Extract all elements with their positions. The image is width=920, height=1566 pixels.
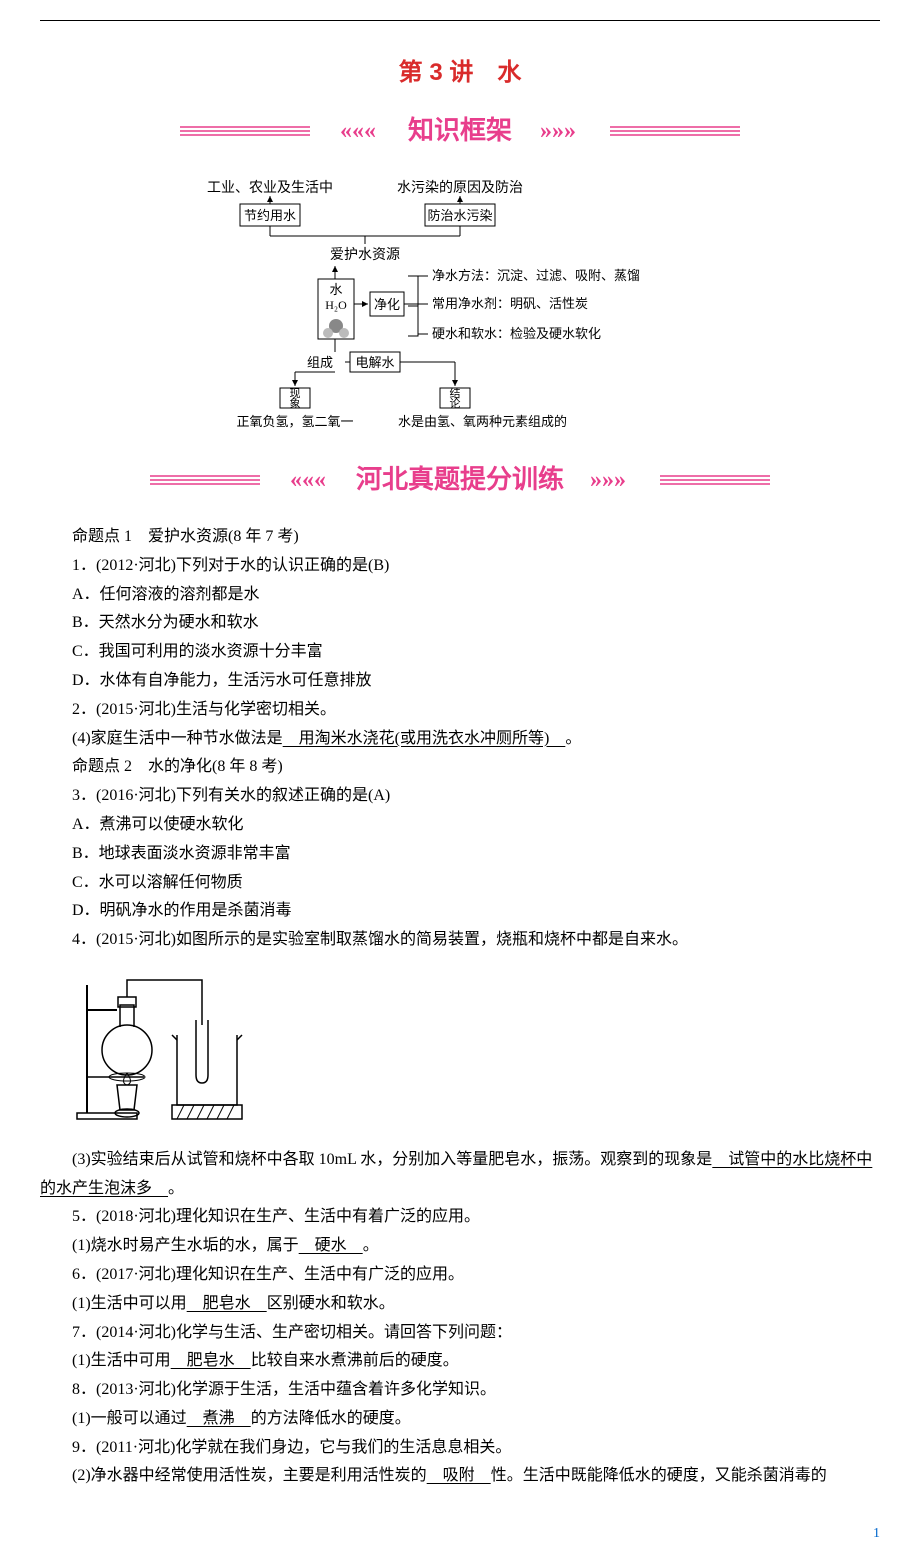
banner-text-1: 知识框架	[408, 116, 512, 145]
line-prefix: (3)实验结束后从试管和烧杯中各取 10mL 水，分别加入等量肥皂水，振荡。观察…	[72, 1151, 712, 1168]
text-line: A．煮沸可以使硬水软化	[40, 811, 880, 840]
answer-text: 煮沸	[187, 1410, 251, 1427]
banner-svg-2: ««« 河北真题提分训练 »»»	[150, 463, 770, 497]
diagram-bottom-right-label: 电解水	[355, 355, 394, 370]
svg-text:«««: «««	[290, 467, 326, 493]
answer-text: 肥皂水	[187, 1295, 267, 1312]
answer-text: 硬水	[299, 1237, 363, 1254]
text-line: (3)实验结束后从试管和烧杯中各取 10mL 水，分别加入等量肥皂水，振荡。观察…	[40, 1146, 880, 1204]
diagram-top-left: 工业、农业及生活中	[207, 180, 333, 196]
diagram-svg: 工业、农业及生活中 水污染的原因及防治 节约用水 防治水污染 爱护水资源 水 H…	[150, 174, 770, 434]
text-line: 命题点 2 水的净化(8 年 8 考)	[40, 753, 880, 782]
text-line: (2)净水器中经常使用活性炭，主要是利用活性炭的 吸附 性。生活中既能降低水的硬…	[40, 1462, 880, 1491]
diagram-top-right: 水污染的原因及防治	[397, 180, 523, 196]
text-line: C．水可以溶解任何物质	[40, 869, 880, 898]
diagram-center-water: 水	[329, 282, 342, 297]
text-line: 6．(2017·河北)理化知识在生产、生活中有广泛的应用。	[40, 1261, 880, 1290]
banner-right-chevron: »»»	[540, 118, 576, 144]
line-suffix: 。	[363, 1237, 379, 1254]
diagram-row2-right: 防治水污染	[427, 208, 492, 223]
line-suffix: 区别硬水和软水。	[267, 1295, 395, 1312]
diagram-purify-1: 净水方法：沉淀、过滤、吸附、蒸馏	[432, 268, 640, 283]
top-rule	[40, 20, 880, 21]
text-line: C．我国可利用的淡水资源十分丰富	[40, 638, 880, 667]
apparatus-svg	[72, 965, 272, 1125]
line-prefix: (1)生活中可用	[72, 1352, 171, 1369]
text-line: (1)烧水时易产生水垢的水，属于 硬水 。	[40, 1232, 880, 1261]
svg-text:»»»: »»»	[590, 467, 626, 493]
apparatus-figure	[72, 965, 880, 1136]
text-line: 命题点 1 爱护水资源(8 年 7 考)	[40, 523, 880, 552]
answer-text: 吸附	[427, 1467, 491, 1484]
page-number: 1	[40, 1521, 880, 1546]
text-line: A．任何溶液的溶剂都是水	[40, 581, 880, 610]
diagram-center-formula: H₂O	[325, 298, 347, 312]
line-suffix: 。	[565, 730, 581, 747]
diagram-purify-3: 硬水和软水：检验及硬水软化	[432, 326, 601, 341]
svg-text:论: 论	[450, 396, 461, 410]
text-line: 8．(2013·河北)化学源于生活，生活中蕴含着许多化学知识。	[40, 1376, 880, 1405]
diagram-center-purify: 净化	[374, 297, 400, 312]
diagram-row3-center: 爱护水资源	[330, 247, 400, 263]
banner-hebei-practice: ««« 河北真题提分训练 »»»	[40, 463, 880, 508]
text-line: (1)生活中可用 肥皂水 比较自来水煮沸前后的硬度。	[40, 1347, 880, 1376]
line-prefix: (2)净水器中经常使用活性炭，主要是利用活性炭的	[72, 1467, 427, 1484]
page-title: 第 3 讲 水	[40, 51, 880, 94]
svg-text:象: 象	[290, 397, 301, 410]
line-prefix: (1)一般可以通过	[72, 1410, 187, 1427]
text-line: 4．(2015·河北)如图所示的是实验室制取蒸馏水的简易装置，烧瓶和烧杯中都是自…	[40, 926, 880, 955]
line-prefix: (1)生活中可以用	[72, 1295, 187, 1312]
text-line: D．明矾净水的作用是杀菌消毒	[40, 897, 880, 926]
banner-left-chevron: «««	[340, 118, 376, 144]
diagram-row2-left: 节约用水	[244, 208, 296, 223]
line-suffix: 。	[168, 1180, 184, 1197]
text-line: 2．(2015·河北)生活与化学密切相关。	[40, 696, 880, 725]
text-line: (4)家庭生活中一种节水做法是 用淘米水浇花(或用洗衣水冲厕所等) 。	[40, 725, 880, 754]
banner-knowledge-framework: ««« 知识框架 »»»	[40, 114, 880, 159]
answer-text: 用淘米水浇花(或用洗衣水冲厕所等)	[283, 730, 566, 747]
diagram-bottom-left-text: 正氧负氢，氢二氧一	[236, 414, 353, 429]
diagram-purify-2: 常用净水剂：明矾、活性炭	[432, 296, 588, 311]
text-line: B．天然水分为硬水和软水	[40, 609, 880, 638]
line-prefix: (4)家庭生活中一种节水做法是	[72, 730, 283, 747]
line-suffix: 性。生活中既能降低水的硬度，又能杀菌消毒的	[491, 1467, 827, 1484]
content-block-1: 命题点 1 爱护水资源(8 年 7 考)1．(2012·河北)下列对于水的认识正…	[40, 523, 880, 955]
text-line: 7．(2014·河北)化学与生活、生产密切相关。请回答下列问题：	[40, 1319, 880, 1348]
knowledge-diagram: 工业、农业及生活中 水污染的原因及防治 节约用水 防治水污染 爱护水资源 水 H…	[40, 174, 880, 443]
text-line: 1．(2012·河北)下列对于水的认识正确的是(B)	[40, 552, 880, 581]
line-suffix: 的方法降低水的硬度。	[251, 1410, 411, 1427]
text-line: 5．(2018·河北)理化知识在生产、生活中有着广泛的应用。	[40, 1203, 880, 1232]
line-prefix: (1)烧水时易产生水垢的水，属于	[72, 1237, 299, 1254]
banner-svg-1: ««« 知识框架 »»»	[180, 114, 740, 148]
text-line: 9．(2011·河北)化学就在我们身边，它与我们的生活息息相关。	[40, 1434, 880, 1463]
answer-text: 肥皂水	[171, 1352, 251, 1369]
diagram-bottom-right-text: 水是由氢、氧两种元素组成的	[398, 414, 567, 429]
diagram-bottom-left-label: 组成	[307, 355, 333, 370]
line-suffix: 比较自来水煮沸前后的硬度。	[251, 1352, 459, 1369]
text-line: D．水体有自净能力，生活污水可任意排放	[40, 667, 880, 696]
content-block-2: (3)实验结束后从试管和烧杯中各取 10mL 水，分别加入等量肥皂水，振荡。观察…	[40, 1146, 880, 1492]
text-line: B．地球表面淡水资源非常丰富	[40, 840, 880, 869]
text-line: 3．(2016·河北)下列有关水的叙述正确的是(A)	[40, 782, 880, 811]
text-line: (1)生活中可以用 肥皂水 区别硬水和软水。	[40, 1290, 880, 1319]
banner-text-2: 河北真题提分训练	[356, 464, 564, 494]
text-line: (1)一般可以通过 煮沸 的方法降低水的硬度。	[40, 1405, 880, 1434]
